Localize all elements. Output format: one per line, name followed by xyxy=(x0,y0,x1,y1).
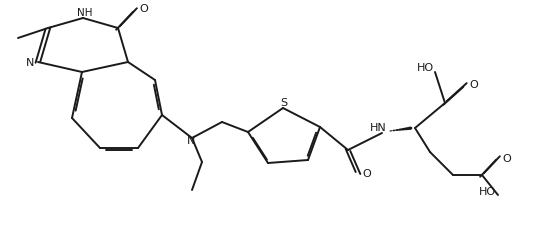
Text: NH: NH xyxy=(77,8,93,18)
Text: O: O xyxy=(140,4,148,14)
Text: N: N xyxy=(26,58,34,68)
Text: HN: HN xyxy=(370,123,386,133)
Text: O: O xyxy=(502,154,512,164)
Text: O: O xyxy=(363,169,371,179)
Text: S: S xyxy=(280,98,288,108)
Text: O: O xyxy=(470,80,478,90)
Text: HO: HO xyxy=(478,187,495,197)
Text: HO: HO xyxy=(416,63,434,73)
Text: N: N xyxy=(187,136,195,146)
